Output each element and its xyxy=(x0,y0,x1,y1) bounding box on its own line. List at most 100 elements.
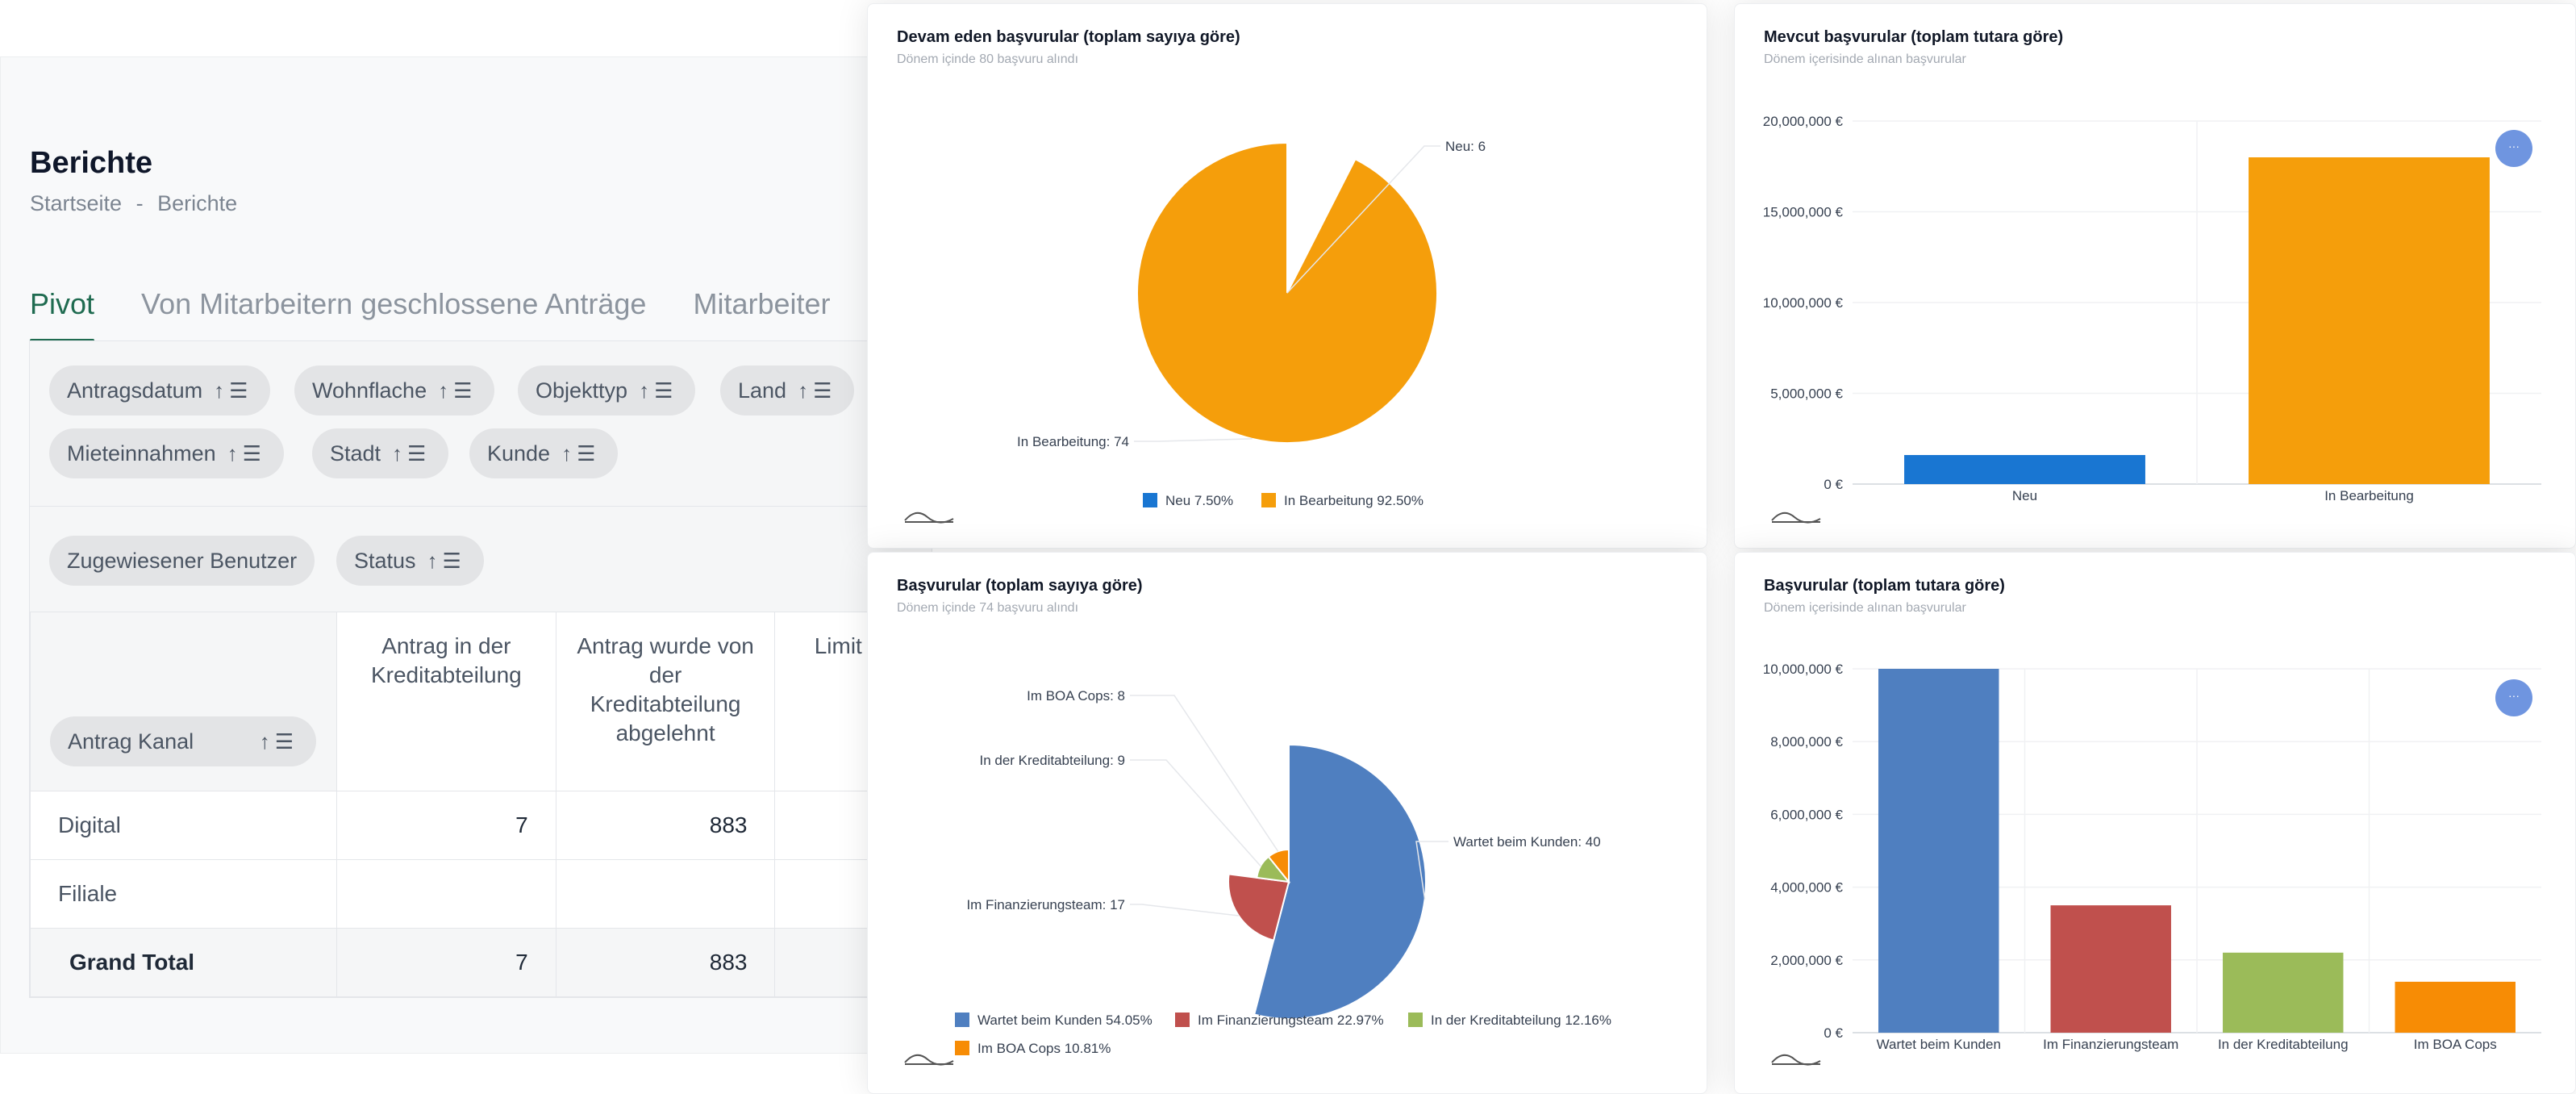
slice-label: Neu: 6 xyxy=(1445,139,1486,154)
column-header: Antrag in der Kreditabteilung xyxy=(336,612,556,791)
table-row: Filiale xyxy=(30,859,932,929)
card-title: Başvurular (toplam tutara göre) xyxy=(1764,577,2005,595)
table-cell xyxy=(336,859,556,929)
chip-label: Kunde xyxy=(487,441,551,466)
legend-swatch xyxy=(1261,493,1276,507)
tab-closed-applications[interactable]: Von Mitarbeitern geschlossene Anträge xyxy=(141,287,647,320)
bar xyxy=(1904,455,2145,484)
page-title: Berichte xyxy=(30,146,153,180)
more-icon: ··· xyxy=(2508,140,2520,152)
y-tick-label: 5,000,000 € xyxy=(1770,386,1843,402)
breadcrumb-separator: - xyxy=(135,191,144,215)
leader-line xyxy=(1130,759,1261,866)
tab-pivot[interactable]: Pivot xyxy=(30,287,95,342)
card-subtitle: Dönem içerisinde alınan başvurular xyxy=(1764,52,1966,66)
chip-wohnflache[interactable]: Wohnflache ↑☰ xyxy=(294,365,495,415)
sort-filter-icon[interactable]: ↑☰ xyxy=(227,441,266,466)
chip-label: Antragsdatum xyxy=(67,378,203,403)
pivot-grid: Antrag Kanal ↑☰ Antrag in der Kreditabtei… xyxy=(30,612,932,997)
chip-zugewiesener-benutzer[interactable]: Zugewiesener Benutzer xyxy=(49,536,315,586)
bar xyxy=(2249,157,2490,484)
y-tick-label: 15,000,000 € xyxy=(1763,205,1844,220)
chip-objekttyp[interactable]: Objekttyp ↑☰ xyxy=(518,365,696,415)
x-tick-label: Im BOA Cops xyxy=(2414,1037,2497,1052)
chip-stadt[interactable]: Stadt ↑☰ xyxy=(312,428,449,478)
chart-logo-icon xyxy=(904,512,954,524)
card-title: Mevcut başvurular (toplam tutara göre) xyxy=(1764,28,2064,46)
chip-antrag-kanal[interactable]: Antrag Kanal ↑☰ xyxy=(50,716,316,766)
sort-filter-icon[interactable]: ↑☰ xyxy=(561,441,601,466)
y-tick-label: 10,000,000 € xyxy=(1763,295,1844,311)
card-subtitle: Dönem içinde 74 başvuru alındı xyxy=(897,601,1079,615)
card-current-applications-amount: Mevcut başvurular (toplam tutara göre) D… xyxy=(1734,3,2576,549)
bar xyxy=(1878,669,1999,1033)
x-tick-label: Im Finanzierungsteam xyxy=(2043,1037,2178,1052)
y-tick-label: 10,000,000 € xyxy=(1763,662,1844,677)
chip-label: Mieteinnahmen xyxy=(67,441,216,466)
legend-label: Neu 7.50% xyxy=(1165,493,1233,508)
bar-chart: 0 € 2,000,000 € 4,000,000 € 6,000,000 € 8,00… xyxy=(1763,662,2541,1052)
row-label: Digital xyxy=(30,791,337,860)
leader-line xyxy=(1134,438,1253,442)
slice-label: Im BOA Cops: 8 xyxy=(1027,688,1125,704)
sort-filter-icon[interactable]: ↑☰ xyxy=(427,548,466,573)
slice-label: Wartet beim Kunden: 40 xyxy=(1453,834,1601,850)
legend-swatch xyxy=(1175,1013,1190,1027)
table-row: Digital 7 883 xyxy=(30,791,932,860)
y-tick-label: 8,000,000 € xyxy=(1770,734,1843,750)
table-cell: 7 xyxy=(336,791,556,860)
tab-employees[interactable]: Mitarbeiter xyxy=(693,287,831,320)
sort-filter-icon[interactable]: ↑☰ xyxy=(214,378,253,403)
column-area: Zugewiesener Benutzer Status ↑☰ xyxy=(30,507,932,612)
sort-filter-icon[interactable]: ↑☰ xyxy=(392,441,431,466)
breadcrumb-home[interactable]: Startseite xyxy=(30,191,123,215)
pie-chart: Wartet beim Kunden: 40 Im Finanzierungste… xyxy=(955,688,1611,1056)
pie-chart: Neu: 6 In Bearbeitung: 74 Neu 7.50% In Bear… xyxy=(1017,139,1486,508)
sort-filter-icon[interactable]: ↑☰ xyxy=(259,729,298,754)
chart-logo-icon xyxy=(1771,512,1821,524)
more-icon: ··· xyxy=(2508,689,2520,702)
chart-logo-icon xyxy=(904,1054,954,1066)
chip-land[interactable]: Land ↑☰ xyxy=(720,365,855,415)
row-field-cell: Antrag Kanal ↑☰ xyxy=(30,612,337,791)
card-ongoing-applications-count: Devam eden başvurular (toplam sayıya gör… xyxy=(867,3,1707,549)
report-tabs: Pivot Von Mitarbeitern geschlossene Antr… xyxy=(30,287,831,342)
y-tick-label: 0 € xyxy=(1824,1025,1843,1041)
total-label: Grand Total xyxy=(30,928,337,997)
sort-filter-icon[interactable]: ↑☰ xyxy=(639,378,678,403)
total-cell: 883 xyxy=(555,928,776,997)
slice-label: In der Kreditabteilung: 9 xyxy=(979,753,1125,768)
chip-mieteinnahmen[interactable]: Mieteinnahmen ↑☰ xyxy=(49,428,284,478)
chip-label: Stadt xyxy=(330,441,381,466)
bar xyxy=(2395,981,2516,1033)
pie-slice xyxy=(1267,848,1290,884)
legend-swatch xyxy=(955,1013,969,1027)
leader-line xyxy=(1130,695,1279,852)
menu-button xyxy=(2495,130,2532,167)
chip-label: Status xyxy=(354,548,416,573)
legend-label: In der Kreditabteilung 12.16% xyxy=(1431,1013,1611,1028)
legend-label: Im Finanzierungsteam 22.97% xyxy=(1198,1013,1384,1028)
y-tick-label: 0 € xyxy=(1824,477,1843,492)
bar xyxy=(2223,952,2344,1033)
leader-line xyxy=(1286,145,1440,294)
chip-kunde[interactable]: Kunde ↑☰ xyxy=(469,428,619,478)
leader-line xyxy=(1130,904,1239,917)
chip-status[interactable]: Status ↑☰ xyxy=(336,536,484,586)
y-tick-label: 2,000,000 € xyxy=(1770,953,1843,968)
sort-filter-icon[interactable]: ↑☰ xyxy=(438,378,477,403)
sort-filter-icon[interactable]: ↑☰ xyxy=(798,378,837,403)
legend-swatch xyxy=(1408,1013,1423,1027)
total-row: Grand Total 7 883 xyxy=(30,928,932,997)
x-tick-label: Neu xyxy=(2012,488,2037,503)
slice-label: In Bearbeitung: 74 xyxy=(1017,434,1129,449)
x-tick-label: In Bearbeitung xyxy=(2324,488,2414,503)
menu-button xyxy=(2495,679,2532,716)
card-applications-count: Başvurular (toplam sayıya göre) Dönem iç… xyxy=(867,552,1707,1094)
filter-area: Antragsdatum ↑☰ Wohnflache ↑☰ Objekttyp ↑☰ … xyxy=(30,341,932,507)
chip-label: Wohnflache xyxy=(312,378,427,403)
chip-antragsdatum[interactable]: Antragsdatum ↑☰ xyxy=(49,365,271,415)
card-subtitle: Dönem içinde 80 başvuru alındı xyxy=(897,52,1079,66)
legend-label: In Bearbeitung 92.50% xyxy=(1284,493,1423,508)
chip-label: Land xyxy=(738,378,787,403)
